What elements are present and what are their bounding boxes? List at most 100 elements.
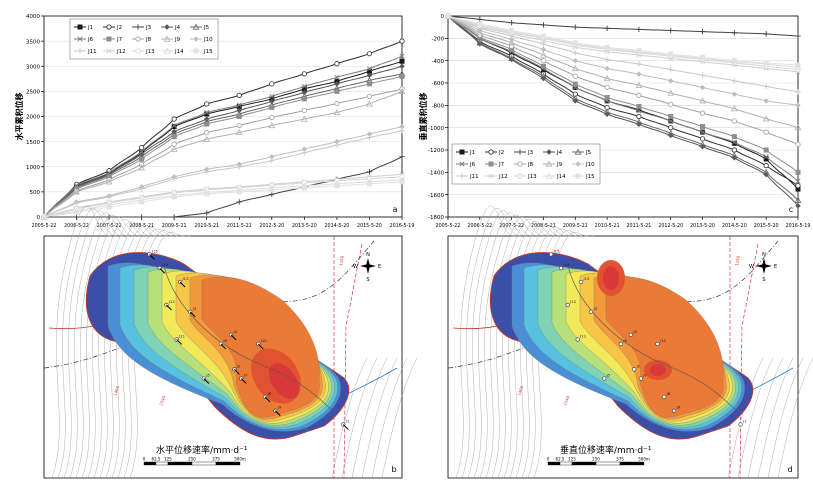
data-point-j2 [668,125,674,131]
data-point-j11 [572,50,578,56]
data-point-j7 [795,169,801,175]
data-point-j15 [41,214,47,220]
y-tick-label: -800 [432,104,445,110]
data-point-j9 [138,164,146,171]
monitor-label-j10: J10 [260,338,268,343]
data-point-j4 [301,89,308,96]
monitor-label-j8: J8 [267,391,272,396]
data-point-j3 [795,33,801,39]
data-point-j15 [106,204,112,210]
data-point-j7 [269,104,275,110]
data-point-j11 [540,41,547,47]
legend-marker-j6 [77,36,83,42]
data-point-j5 [571,95,579,102]
y-tick-label: 0 [37,215,41,221]
monitor-point-j11 [575,337,580,342]
monitor-point-j3 [588,309,594,314]
monitor-label-j14: J14 [161,262,169,267]
data-point-j3 [731,30,738,36]
monitor-point-j12 [565,302,570,308]
data-point-j6 [171,123,177,129]
x-tick-label: 2009-5-21 [563,223,588,229]
data-point-j9 [699,97,706,104]
x-tick-label: 2007-5-22 [97,223,122,229]
monitor-label-j1: J1 [742,419,747,424]
contour-line [63,210,125,479]
data-point-j5 [699,140,706,148]
y-tick-label: -1200 [428,148,444,154]
map-title: 垂直位移速率/mm·d⁻¹ [560,444,652,456]
panel-label: a [393,205,398,214]
legend-marker-j3 [135,24,141,30]
data-point-j6 [301,83,307,89]
series-line-j2 [43,40,403,218]
x-tick-label: 2016-5-19 [390,223,415,229]
monitor-point-j9 [671,408,677,413]
legend-marker-j7 [106,36,112,42]
legend-marker-j12 [106,48,112,54]
data-point-j15 [399,179,405,185]
data-point-j10 [636,71,642,77]
data-point-j8 [269,114,275,121]
legend-label-j12: J12 [498,174,508,180]
y-tick-label: 1000 [26,165,40,171]
data-point-j11 [795,89,801,95]
legend-marker-j9 [163,35,171,42]
legend-marker-j15 [575,173,581,179]
data-point-j2 [301,71,307,77]
legend-label-j4: J4 [556,150,563,156]
y-tick-label: -1000 [428,126,444,132]
contour-line [473,212,535,479]
legend-label-j6: J6 [87,37,94,43]
legend-marker-j4 [546,149,552,155]
data-point-j10 [731,91,738,97]
legend-marker-j10 [193,36,199,42]
y-tick-label: 3000 [26,64,40,70]
scale-label: 62.5 [152,457,161,462]
legend-marker-j7 [488,161,494,167]
data-point-j9 [300,115,308,122]
data-point-j5 [667,129,675,136]
data-point-j8 [301,107,307,114]
data-point-j15 [236,189,242,195]
series-line-j4 [43,65,403,218]
legend-label-j10: J10 [585,162,595,168]
scale-label: 250 [188,457,196,462]
data-point-j15 [636,48,642,54]
data-point-j3 [236,199,242,205]
legend-marker-j1 [77,24,83,30]
series-line-j5 [43,73,403,218]
series-line-j8 [43,88,403,218]
compass-n: N [366,252,370,258]
data-point-j6 [236,102,242,108]
series-line-j7 [43,75,403,218]
series-line-j11 [447,15,799,93]
data-point-j15 [171,194,177,200]
monitor-label-j1: J1 [345,419,350,424]
legend-label-j13: J13 [527,174,537,180]
data-point-j15 [301,185,307,191]
data-point-j5 [762,168,770,175]
series-line-j6 [447,15,799,182]
contour-line [467,210,529,479]
y-tick-label: 2000 [26,115,40,121]
data-point-j15 [731,58,737,64]
series-line-j2 [447,15,799,187]
data-point-j9 [366,100,373,107]
compass-e: E [774,264,777,270]
data-point-j2 [366,51,373,57]
contour-line [75,214,137,479]
data-point-j7 [540,63,546,69]
x-tick-label: 2015-5-20 [357,223,382,229]
data-point-j3 [399,154,405,160]
contour-line [455,206,517,479]
gully-line [567,265,739,412]
data-point-j15 [477,21,483,27]
data-point-j8 [668,101,674,107]
monitor-point-j15 [548,252,554,257]
data-point-j9 [105,178,113,185]
series-line-j9 [447,15,799,129]
legend-label-j15: J15 [203,49,213,55]
data-point-j2 [204,101,210,107]
monitor-point-j8 [662,394,667,400]
